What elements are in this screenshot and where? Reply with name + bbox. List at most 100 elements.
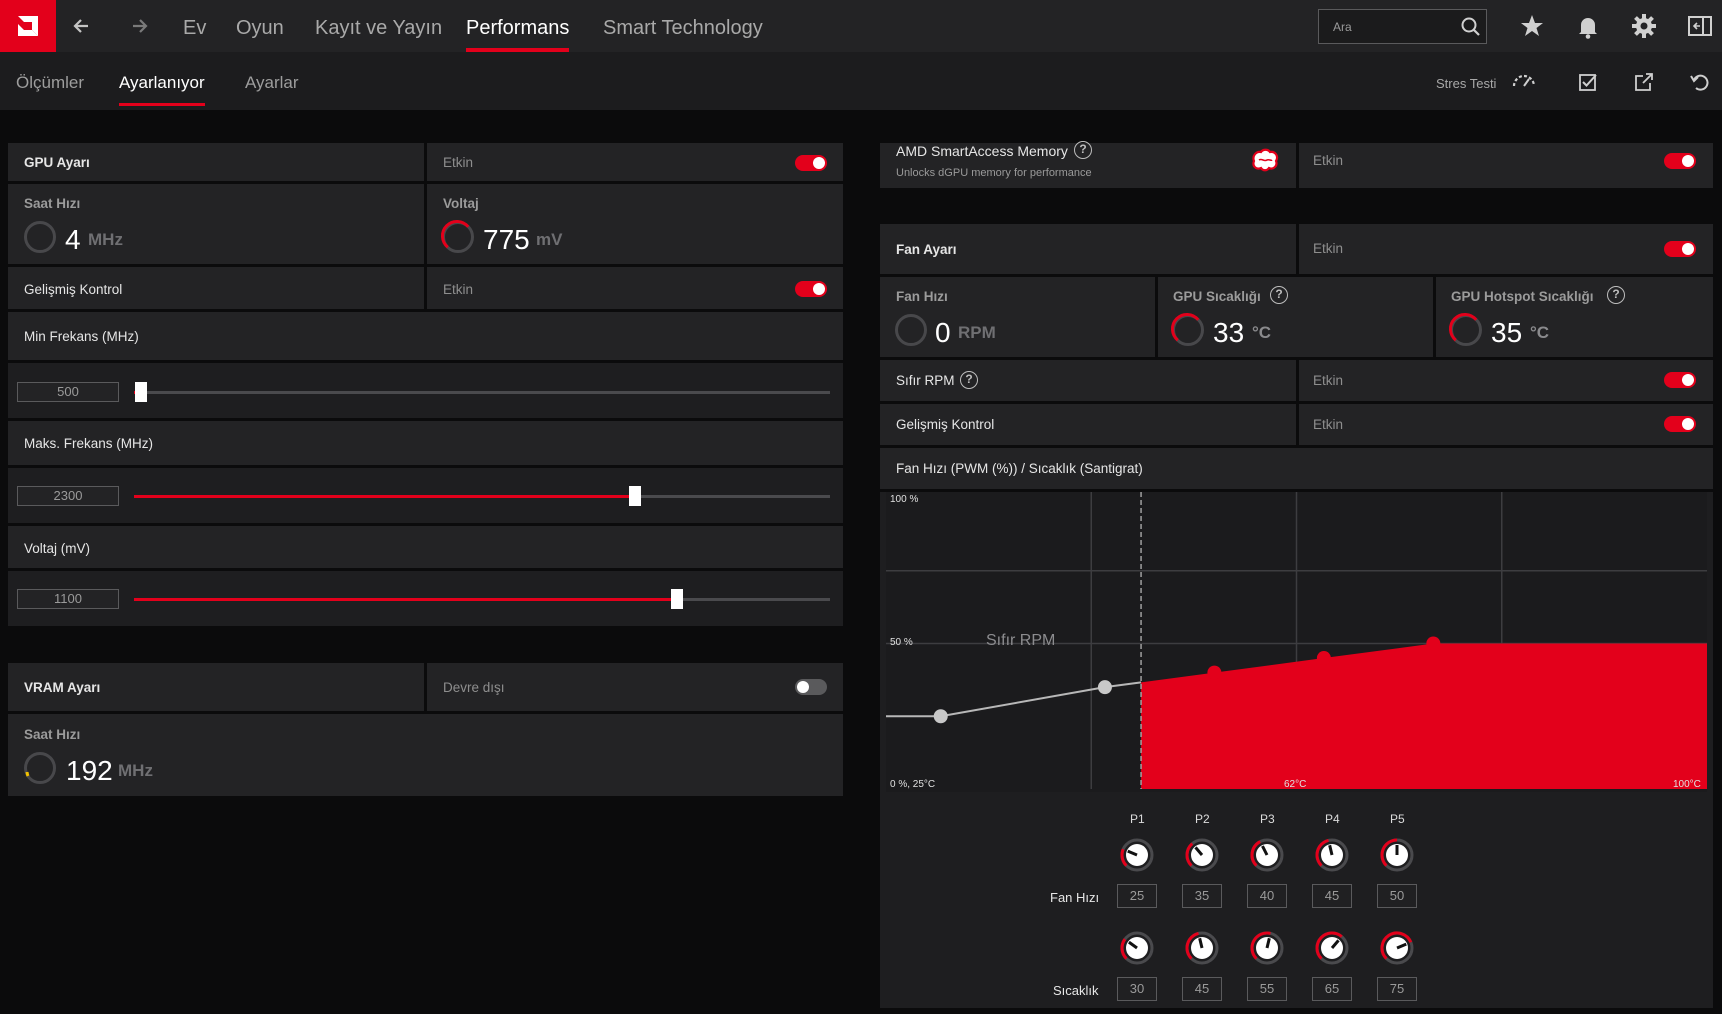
- tab-kayit-ve-yayin[interactable]: Kayıt ve Yayın: [315, 17, 443, 39]
- gpu-temp-help-icon[interactable]: ?: [1270, 286, 1288, 304]
- gpu-advanced-toggle[interactable]: [795, 281, 827, 297]
- gpu-temp-unit: °C: [1252, 323, 1272, 342]
- arrow-left-icon[interactable]: [68, 12, 96, 40]
- gpu-clock-label: Saat Hızı: [24, 196, 81, 211]
- reset-icon[interactable]: [1686, 68, 1714, 96]
- voltage-slider-thumb[interactable]: [671, 589, 683, 609]
- tab-ev[interactable]: Ev: [183, 17, 207, 39]
- fan-curve-point-p5[interactable]: [1426, 636, 1441, 651]
- fan-speed-knob-p1[interactable]: [1118, 836, 1156, 874]
- max-freq-slider-thumb[interactable]: [629, 486, 641, 506]
- gpu-voltage-value: 775: [483, 224, 530, 255]
- tab-olcumler[interactable]: Ölçümler: [16, 73, 85, 92]
- export-icon[interactable]: [1630, 68, 1658, 96]
- min-freq-row: 500: [8, 363, 843, 418]
- fan-tuning-toggle[interactable]: [1664, 241, 1696, 257]
- tab-ayarlaniyor[interactable]: Ayarlanıyor: [119, 52, 205, 108]
- star-icon[interactable]: [1518, 12, 1546, 40]
- temperature-input-p2[interactable]: 45: [1182, 977, 1222, 1001]
- gpu-temp-cell: GPU Sıcaklığı ? 33 °C: [1158, 277, 1433, 357]
- gpu-temp-value: 33: [1213, 317, 1245, 348]
- fan-speed-knob-p3[interactable]: [1248, 836, 1286, 874]
- sam-title-cell: AMD SmartAccess Memory ? Unlocks dGPU me…: [880, 141, 1296, 188]
- zero-rpm-toggle[interactable]: [1664, 372, 1696, 388]
- temperature-input-p4[interactable]: 65: [1312, 977, 1352, 1001]
- zero-rpm-state: Etkin: [1313, 373, 1344, 388]
- temperature-input-p3[interactable]: 55: [1247, 977, 1287, 1001]
- bell-icon[interactable]: [1574, 12, 1602, 40]
- sam-toggle[interactable]: [1664, 153, 1696, 169]
- sam-state-label: Etkin: [1313, 153, 1344, 168]
- vram-clock-gauge-icon: [24, 752, 56, 784]
- knob-needle: [1194, 846, 1204, 856]
- amd-logo-icon[interactable]: [0, 0, 56, 52]
- voltage-row: 1100: [8, 571, 843, 626]
- min-freq-label: Min Frekans (MHz): [24, 329, 139, 344]
- search-box[interactable]: [1318, 9, 1487, 44]
- temperature-knob-p2[interactable]: [1183, 929, 1221, 967]
- tab-smart-technology[interactable]: Smart Technology: [603, 17, 763, 39]
- fan-curve-point-p2[interactable]: [1097, 680, 1112, 695]
- zero-rpm-label: Sıfır RPM: [896, 373, 955, 388]
- fan-speed-input-p4[interactable]: 45: [1312, 884, 1352, 908]
- stress-test-label[interactable]: Stres Testi: [1436, 76, 1497, 91]
- max-freq-slider[interactable]: [134, 486, 830, 506]
- fan-title: Fan Ayarı: [896, 242, 957, 257]
- hotspot-help-icon[interactable]: ?: [1607, 286, 1625, 304]
- fan-curve-point-p4[interactable]: [1316, 651, 1331, 666]
- top-navigation-bar: Ev Oyun Kayıt ve Yayın Performans Smart …: [0, 0, 1722, 52]
- min-freq-slider[interactable]: [134, 382, 830, 402]
- sidebar-toggle-icon[interactable]: [1686, 12, 1714, 40]
- tab-ayarlar[interactable]: Ayarlar: [245, 73, 299, 92]
- fan-speed-unit: RPM: [958, 323, 996, 342]
- fan-speed-knob-p2[interactable]: [1183, 836, 1221, 874]
- voltage-input[interactable]: 1100: [17, 589, 119, 609]
- max-freq-input[interactable]: 2300: [17, 486, 119, 506]
- min-freq-input[interactable]: 500: [17, 382, 119, 402]
- arrow-right-icon[interactable]: [125, 12, 153, 40]
- sam-help-icon[interactable]: ?: [1074, 141, 1092, 159]
- temperature-knob-p4[interactable]: [1313, 929, 1351, 967]
- vram-tuning-toggle[interactable]: [795, 679, 827, 695]
- vram-clock-label: Saat Hızı: [24, 727, 81, 742]
- gpu-title: GPU Ayarı: [24, 155, 90, 170]
- x-axis-mid-label: 62°C: [1284, 779, 1307, 790]
- fan-speed-input-p1[interactable]: 25: [1117, 884, 1157, 908]
- tab-oyun[interactable]: Oyun: [236, 17, 284, 39]
- gear-icon[interactable]: [1630, 12, 1658, 40]
- gpu-clock-value: 4: [65, 224, 81, 255]
- tab-performans[interactable]: Performans: [466, 0, 570, 52]
- voltage-slider[interactable]: [134, 589, 830, 609]
- search-icon[interactable]: [1457, 13, 1485, 41]
- origin-label: 0 %, 25°C: [890, 779, 936, 790]
- knob-needle: [1330, 939, 1340, 949]
- fan-curve-point-p3[interactable]: [1207, 665, 1222, 680]
- temperature-knob-p5[interactable]: [1378, 929, 1416, 967]
- temperature-knob-p1[interactable]: [1118, 929, 1156, 967]
- knob-arc: [1185, 842, 1194, 867]
- apply-icon[interactable]: [1574, 68, 1602, 96]
- temperature-input-p1[interactable]: 30: [1117, 977, 1157, 1001]
- min-freq-slider-thumb[interactable]: [135, 382, 147, 402]
- gpu-tuning-toggle[interactable]: [795, 155, 827, 171]
- fan-speed-input-p3[interactable]: 40: [1247, 884, 1287, 908]
- fan-speed-knob-p5[interactable]: [1378, 836, 1416, 874]
- fan-speed-input-p2[interactable]: 35: [1182, 884, 1222, 908]
- fan-curve-chart[interactable]: [886, 492, 1707, 792]
- fan-speed-knob-p4[interactable]: [1313, 836, 1351, 874]
- point-label-p3: P3: [1260, 812, 1275, 826]
- gauge-icon[interactable]: [1510, 68, 1538, 96]
- knob-needle: [1396, 942, 1407, 950]
- voltage-slider-label: Voltaj (mV): [24, 541, 91, 556]
- zero-rpm-help-icon[interactable]: ?: [960, 371, 978, 389]
- gpu-clock-unit: MHz: [88, 230, 123, 249]
- fan-speed-input-p5[interactable]: 50: [1377, 884, 1417, 908]
- temperature-knob-p3[interactable]: [1248, 929, 1286, 967]
- fan-curve-point-p1[interactable]: [933, 709, 948, 724]
- fan-advanced-toggle[interactable]: [1664, 416, 1696, 432]
- search-input[interactable]: [1333, 17, 1443, 37]
- temperature-input-p5[interactable]: 75: [1377, 977, 1417, 1001]
- min-freq-header: Min Frekans (MHz): [8, 312, 843, 360]
- vram-state-label: Devre dışı: [443, 680, 505, 695]
- fan-advanced-label-cell: Gelişmiş Kontrol: [880, 404, 1296, 445]
